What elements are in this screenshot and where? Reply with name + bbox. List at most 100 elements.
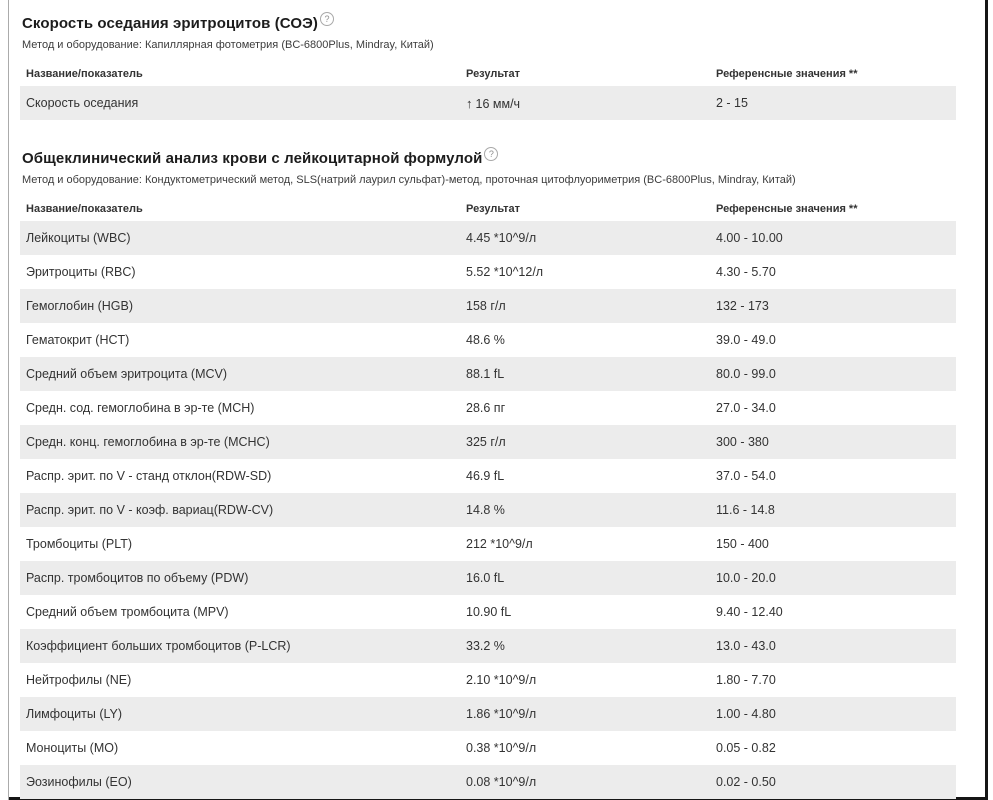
parameter-name: Распр. эрит. по V - коэф. вариац(RDW-CV) bbox=[26, 503, 274, 517]
parameter-name: Распр. тромбоцитов по объему (PDW) bbox=[26, 571, 249, 585]
result-cell: 46.9 fL bbox=[460, 459, 710, 493]
result-value: 212 *10^9/л bbox=[466, 537, 533, 551]
high-value-arrow-icon: ↑ bbox=[466, 95, 473, 111]
column-header-name: Название/показатель bbox=[26, 68, 143, 80]
result-cell: 10.90 fL bbox=[460, 595, 710, 629]
cbc-title-text: Общеклинический анализ крови с лейкоцита… bbox=[22, 150, 483, 167]
column-header-result: Результат bbox=[466, 68, 521, 80]
parameter-name: Распр. эрит. по V - станд отклон(RDW-SD) bbox=[26, 469, 272, 483]
parameter-name: Гематокрит (HCT) bbox=[26, 333, 130, 347]
reference-range: 10.0 - 20.0 bbox=[716, 571, 776, 585]
result-value: 10.90 fL bbox=[466, 605, 512, 619]
table-row: Средн. сод. гемоглобина в эр-те (MCH) 28… bbox=[20, 391, 956, 425]
cbc-results-table: Название/показатель Результат Референсны… bbox=[20, 198, 956, 799]
reference-range: 4.00 - 10.00 bbox=[716, 231, 783, 245]
result-cell: 0.08 *10^9/л bbox=[460, 765, 710, 799]
result-value: 0.08 *10^9/л bbox=[466, 775, 537, 789]
reference-range: 11.6 - 14.8 bbox=[716, 503, 775, 517]
result-value: 16.0 fL bbox=[466, 571, 505, 585]
result-cell: 212 *10^9/л bbox=[460, 527, 710, 561]
table-row: Нейтрофилы (NE) 2.10 *10^9/л 1.80 - 7.70 bbox=[20, 663, 956, 697]
result-cell: 158 г/л bbox=[460, 289, 710, 323]
section-esr: Скорость оседания эритроцитов (СОЭ)? Мет… bbox=[20, 0, 956, 120]
table-row: Эозинофилы (EO) 0.08 *10^9/л 0.02 - 0.50 bbox=[20, 765, 956, 799]
parameter-name: Эритроциты (RBC) bbox=[26, 265, 136, 279]
esr-title-text: Скорость оседания эритроцитов (СОЭ) bbox=[22, 15, 318, 32]
result-cell: 2.10 *10^9/л bbox=[460, 663, 710, 697]
parameter-name: Средн. конц. гемоглобина в эр-те (MCHC) bbox=[26, 435, 270, 449]
result-cell: 1.86 *10^9/л bbox=[460, 697, 710, 731]
esr-table-header-row: Название/показатель Результат Референсны… bbox=[20, 63, 956, 86]
reference-range: 13.0 - 43.0 bbox=[716, 639, 776, 653]
parameter-name: Средний объем тромбоцита (MPV) bbox=[26, 605, 229, 619]
left-frame-line bbox=[8, 0, 9, 800]
result-cell: 33.2 % bbox=[460, 629, 710, 663]
parameter-name: Лейкоциты (WBC) bbox=[26, 231, 131, 245]
section-cbc: Общеклинический анализ крови с лейкоцита… bbox=[20, 120, 956, 799]
reference-range: 1.00 - 4.80 bbox=[716, 707, 776, 721]
result-value: 28.6 пг bbox=[466, 401, 506, 415]
table-row: Лимфоциты (LY) 1.86 *10^9/л 1.00 - 4.80 bbox=[20, 697, 956, 731]
help-icon[interactable]: ? bbox=[484, 147, 499, 161]
report-content: Скорость оседания эритроцитов (СОЭ)? Мет… bbox=[20, 0, 956, 799]
esr-method-line: Метод и оборудование: Капиллярная фотоме… bbox=[22, 39, 434, 51]
reference-range: 27.0 - 34.0 bbox=[716, 401, 776, 415]
reference-range: 80.0 - 99.0 bbox=[716, 367, 776, 381]
parameter-name: Эозинофилы (EO) bbox=[26, 775, 132, 789]
table-row: Средн. конц. гемоглобина в эр-те (MCHC) … bbox=[20, 425, 956, 459]
reference-range: 9.40 - 12.40 bbox=[716, 605, 783, 619]
table-row: Распр. эрит. по V - станд отклон(RDW-SD)… bbox=[20, 459, 956, 493]
result-cell: 48.6 % bbox=[460, 323, 710, 357]
reference-range: 1.80 - 7.70 bbox=[716, 673, 776, 687]
parameter-name: Лимфоциты (LY) bbox=[26, 707, 123, 721]
parameter-name: Гемоглобин (HGB) bbox=[26, 299, 134, 313]
result-cell: ↑ 16 мм/ч bbox=[460, 86, 710, 120]
table-row: Коэффициент больших тромбоцитов (P-LCR) … bbox=[20, 629, 956, 663]
table-row: Тромбоциты (PLT) 212 *10^9/л 150 - 400 bbox=[20, 527, 956, 561]
reference-range: 0.05 - 0.82 bbox=[716, 741, 776, 755]
esr-results-table: Название/показатель Результат Референсны… bbox=[20, 63, 956, 120]
parameter-name: Тромбоциты (PLT) bbox=[26, 537, 133, 551]
result-value: 14.8 % bbox=[466, 503, 505, 517]
reference-range: 37.0 - 54.0 bbox=[716, 469, 776, 483]
result-value: 1.86 *10^9/л bbox=[466, 707, 537, 721]
reference-range: 0.02 - 0.50 bbox=[716, 775, 776, 789]
result-value: 33.2 % bbox=[466, 639, 505, 653]
table-row: Эритроциты (RBC) 5.52 *10^12/л 4.30 - 5.… bbox=[20, 255, 956, 289]
result-cell: 5.52 *10^12/л bbox=[460, 255, 710, 289]
reference-range: 39.0 - 49.0 bbox=[716, 333, 776, 347]
table-row: Гематокрит (HCT) 48.6 % 39.0 - 49.0 bbox=[20, 323, 956, 357]
result-value: 48.6 % bbox=[466, 333, 505, 347]
parameter-name: Средн. сод. гемоглобина в эр-те (MCH) bbox=[26, 401, 255, 415]
result-value: 2.10 *10^9/л bbox=[466, 673, 537, 687]
cbc-section-title: Общеклинический анализ крови с лейкоцита… bbox=[22, 147, 956, 167]
result-cell: 0.38 *10^9/л bbox=[460, 731, 710, 765]
result-value: 0.38 *10^9/л bbox=[466, 741, 537, 755]
column-header-result: Результат bbox=[466, 203, 521, 215]
table-row: Лейкоциты (WBC) 4.45 *10^9/л 4.00 - 10.0… bbox=[20, 221, 956, 255]
result-cell: 16.0 fL bbox=[460, 561, 710, 595]
esr-section-title: Скорость оседания эритроцитов (СОЭ)? bbox=[22, 12, 956, 32]
column-header-reference: Референсные значения ** bbox=[716, 203, 858, 215]
reference-range: 150 - 400 bbox=[716, 537, 769, 551]
table-row: Средний объем эритроцита (MCV) 88.1 fL 8… bbox=[20, 357, 956, 391]
result-value: 158 г/л bbox=[466, 299, 506, 313]
result-cell: 88.1 fL bbox=[460, 357, 710, 391]
reference-range: 132 - 173 bbox=[716, 299, 769, 313]
cbc-table-header-row: Название/показатель Результат Референсны… bbox=[20, 198, 956, 221]
parameter-name: Нейтрофилы (NE) bbox=[26, 673, 132, 687]
result-value: 4.45 *10^9/л bbox=[466, 231, 537, 245]
reference-range: 300 - 380 bbox=[716, 435, 769, 449]
table-row: Распр. эрит. по V - коэф. вариац(RDW-CV)… bbox=[20, 493, 956, 527]
bottom-frame-line bbox=[9, 797, 985, 800]
column-header-name: Название/показатель bbox=[26, 203, 143, 215]
parameter-name: Моноциты (MO) bbox=[26, 741, 119, 755]
result-cell: 14.8 % bbox=[460, 493, 710, 527]
table-row: Гемоглобин (HGB) 158 г/л 132 - 173 bbox=[20, 289, 956, 323]
parameter-name: Средний объем эритроцита (MCV) bbox=[26, 367, 228, 381]
parameter-name: Скорость оседания bbox=[26, 96, 139, 110]
help-icon[interactable]: ? bbox=[320, 12, 334, 26]
parameter-name: Коэффициент больших тромбоцитов (P-LCR) bbox=[26, 639, 291, 653]
table-row: Распр. тромбоцитов по объему (PDW) 16.0 … bbox=[20, 561, 956, 595]
column-header-reference: Референсные значения ** bbox=[716, 68, 858, 80]
